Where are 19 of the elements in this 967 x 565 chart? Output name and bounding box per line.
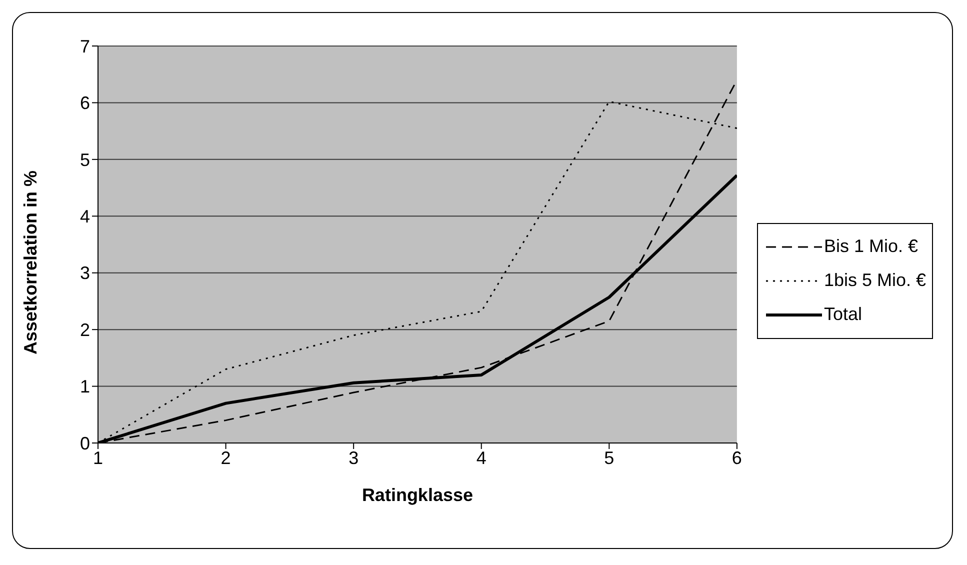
- x-axis-title: Ratingklasse: [362, 485, 473, 505]
- x-tick-label: 1: [92, 448, 104, 468]
- y-tick-label: 6: [80, 93, 90, 114]
- x-tick-label: 6: [732, 448, 742, 468]
- x-tick-label: 5: [604, 448, 614, 468]
- y-tick-label: 3: [80, 263, 90, 284]
- y-tick-label: 7: [80, 36, 90, 56]
- legend-label: Total: [824, 304, 862, 325]
- legend-label: Bis 1 Mio. €: [824, 236, 918, 257]
- y-tick-label: 2: [80, 320, 90, 340]
- x-tick-label: 4: [476, 448, 486, 468]
- x-tick-label: 2: [220, 448, 231, 468]
- legend-label: 1bis 5 Mio. €: [824, 270, 926, 291]
- x-tick-label: 3: [348, 448, 359, 468]
- y-axis-title: Assetkorrelation in %: [20, 170, 40, 354]
- y-tick-label: 5: [80, 150, 90, 170]
- y-tick-label: 4: [80, 206, 90, 227]
- y-tick-label: 0: [80, 433, 90, 454]
- y-tick-label: 1: [80, 376, 90, 397]
